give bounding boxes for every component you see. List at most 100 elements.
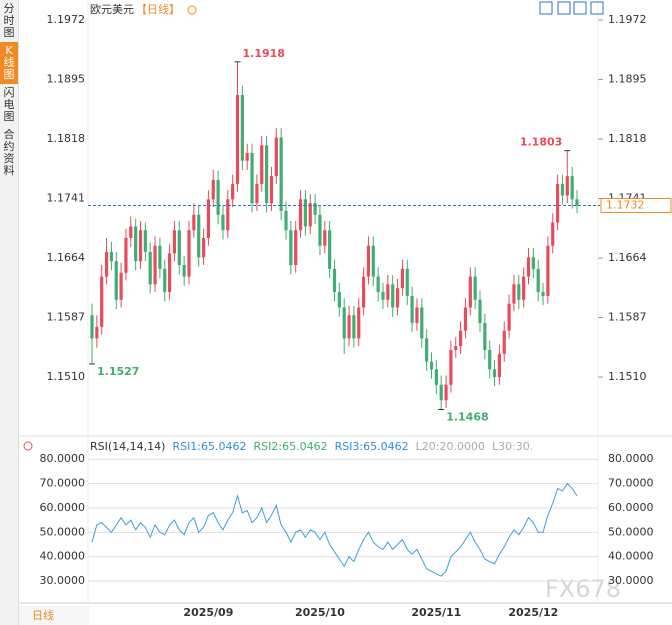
candle-body [420, 307, 424, 339]
x-tick-label: 2025/09 [183, 606, 233, 619]
rsi-legend: RSI(14,14,14) [90, 440, 165, 453]
rsi-legend: RSI3:65.0462 [335, 440, 409, 453]
candle-body [153, 245, 157, 285]
candle-body [492, 369, 497, 378]
candle-body [289, 230, 293, 266]
period[interactable]: 【日线】 [136, 2, 180, 16]
candle-body [143, 230, 147, 252]
y-tick-label-right: 1.1664 [608, 251, 647, 264]
candle-body [201, 237, 206, 258]
candle-body [531, 257, 535, 269]
candle-body [410, 295, 414, 323]
candle-body [255, 183, 259, 204]
candle-body [560, 183, 565, 196]
candle-body [134, 226, 138, 262]
candle-body [405, 268, 409, 296]
candle-body [163, 268, 167, 293]
candle-body [463, 307, 468, 331]
tab[interactable]: 合约资料 [3, 128, 15, 177]
candle-body [391, 284, 395, 308]
candle-body [536, 268, 540, 293]
tab[interactable]: K线图 [0, 42, 18, 84]
candle-body [512, 284, 516, 304]
candle-body [468, 276, 472, 308]
candle-body [575, 199, 579, 206]
period-selector[interactable] [19, 606, 89, 625]
settings-icon[interactable] [23, 441, 33, 451]
candle-body [240, 95, 244, 161]
rsi-tick-label: 60.0000 [40, 501, 86, 514]
candle-body [274, 137, 278, 177]
tool-button[interactable] [539, 1, 553, 15]
candle-body [459, 330, 463, 347]
candle-body [362, 276, 366, 308]
candle-body [507, 303, 511, 331]
candle-body [429, 361, 434, 370]
candle-body [371, 245, 375, 277]
rsi-tick-label: 80.0000 [40, 452, 86, 465]
y-tick-label-right: 1.1895 [608, 73, 647, 86]
x-tick-label: 2025/12 [508, 606, 558, 619]
tab[interactable]: 分时图 [3, 2, 15, 39]
candle-body [483, 322, 487, 351]
y-tick-label-right: 1.1587 [608, 311, 647, 324]
candle-body [231, 183, 235, 200]
rsi-tick-label: 30.0000 [40, 574, 86, 587]
candle-body [332, 268, 337, 293]
y-tick-label: 1.1741 [47, 192, 86, 205]
y-tick-label: 1.1818 [47, 132, 86, 145]
collapse-icon[interactable] [187, 5, 197, 15]
rsi-tick-label-right: 60.0000 [608, 501, 654, 514]
tool-button[interactable] [590, 1, 604, 15]
rsi-line [91, 482, 578, 577]
candle-body [303, 199, 307, 227]
candle-body [473, 276, 477, 300]
extreme-label: 1.1918 [243, 47, 285, 60]
candle-body [206, 199, 210, 238]
tool-button[interactable] [573, 1, 587, 15]
candle-body [182, 265, 186, 277]
tool-button[interactable] [557, 1, 571, 15]
period-label[interactable]: 日线 [32, 608, 54, 622]
candle-body [245, 152, 249, 161]
candle-body [522, 276, 526, 300]
candle-body [318, 214, 322, 246]
candle-body [556, 183, 560, 223]
candle-body [192, 214, 196, 231]
candle-body [478, 299, 482, 323]
y-tick-label-right: 1.1972 [608, 13, 647, 26]
candle-body [284, 210, 288, 231]
candle-body [357, 307, 361, 339]
candle-body [328, 230, 332, 269]
rsi-tick-label: 70.0000 [40, 477, 86, 490]
candle-body [342, 307, 346, 339]
candle-body [250, 152, 254, 204]
candle-body [570, 176, 574, 200]
candle-body [221, 214, 225, 231]
candle-body [386, 284, 390, 300]
candle-body [347, 315, 351, 339]
candle-body [551, 222, 555, 246]
candle-body [114, 261, 118, 300]
instrument: 欧元美元 [90, 3, 134, 16]
candle-body [172, 230, 177, 254]
candle-body [129, 226, 133, 238]
candle-body [546, 245, 550, 296]
y-tick-label-right: 1.1818 [608, 132, 647, 145]
candle-body [148, 251, 152, 285]
extreme-label: 1.1468 [446, 411, 488, 424]
candle-body [352, 315, 356, 339]
candle-body [488, 350, 492, 370]
candle-body [323, 230, 327, 246]
rsi-legend: RSI2:65.0462 [254, 440, 328, 453]
candle-body [565, 176, 569, 196]
candle-body [265, 145, 269, 204]
candle-body [376, 276, 380, 293]
watermark: FX678 [545, 575, 621, 603]
tab[interactable]: 闪电图 [3, 86, 15, 123]
candle-body [158, 245, 162, 269]
candle-body [216, 180, 220, 215]
extreme-label: 1.1527 [97, 365, 139, 378]
candle-body [439, 384, 443, 401]
